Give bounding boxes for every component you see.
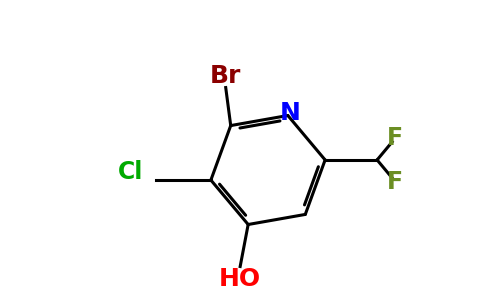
Text: F: F <box>387 126 403 150</box>
Text: Br: Br <box>210 64 242 88</box>
Text: N: N <box>279 101 300 125</box>
Text: F: F <box>387 170 403 194</box>
Text: Cl: Cl <box>118 160 143 184</box>
Text: HO: HO <box>219 266 261 290</box>
